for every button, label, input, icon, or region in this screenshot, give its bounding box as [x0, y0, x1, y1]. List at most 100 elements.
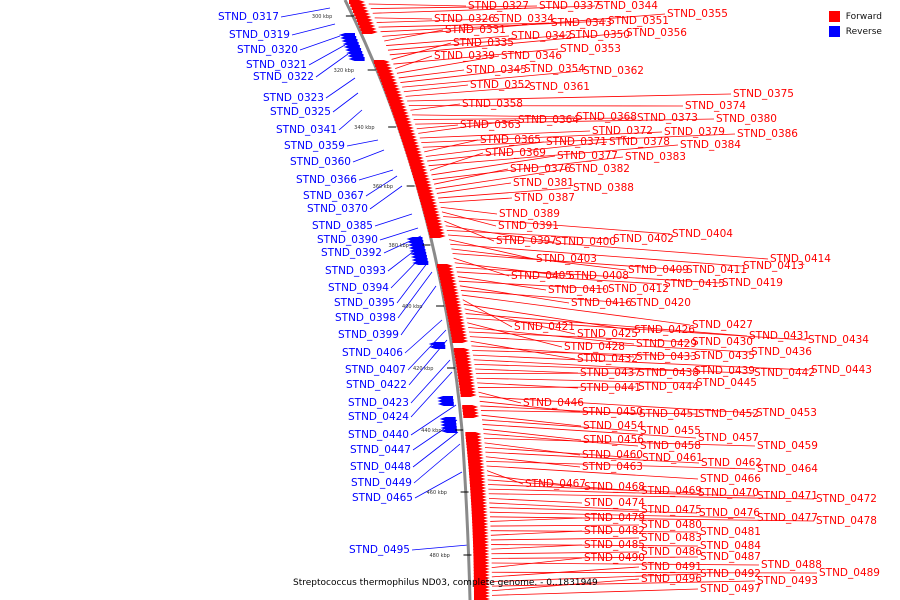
forward-gene-label[interactable]: STND_0488 [761, 559, 822, 571]
forward-gene-label[interactable]: STND_0486 [641, 546, 702, 558]
reverse-gene-label[interactable]: STND_0360 [290, 156, 351, 168]
forward-gene-label[interactable]: STND_0453 [756, 407, 817, 419]
forward-gene-label[interactable]: STND_0350 [569, 29, 630, 41]
forward-gene-label[interactable]: STND_0479 [584, 512, 645, 524]
forward-gene-label[interactable]: STND_0497 [700, 583, 761, 595]
forward-gene-label[interactable]: STND_0430 [692, 336, 753, 348]
reverse-gene-label[interactable]: STND_0366 [296, 174, 357, 186]
forward-gene-label[interactable]: STND_0402 [613, 233, 674, 245]
forward-gene-label[interactable]: STND_0382 [569, 163, 630, 175]
forward-gene-label[interactable]: STND_0478 [816, 515, 877, 527]
forward-gene-label[interactable]: STND_0354 [524, 63, 585, 75]
forward-gene-label[interactable]: STND_0400 [555, 236, 616, 248]
legend-forward[interactable]: Forward [828, 9, 882, 24]
reverse-gene-label[interactable]: STND_0399 [338, 329, 399, 341]
forward-gene-label[interactable]: STND_0441 [580, 382, 641, 394]
forward-gene-label[interactable]: STND_0405 [511, 270, 572, 282]
forward-gene-label[interactable]: STND_0429 [636, 338, 697, 350]
forward-gene-label[interactable]: STND_0490 [584, 552, 645, 564]
forward-gene-label[interactable]: STND_0438 [638, 367, 699, 379]
forward-gene-label[interactable]: STND_0462 [701, 457, 762, 469]
forward-gene-label[interactable]: STND_0489 [819, 567, 880, 579]
forward-gene-label[interactable]: STND_0352 [470, 79, 531, 91]
forward-gene-label[interactable]: STND_0443 [811, 364, 872, 376]
forward-gene-label[interactable]: STND_0356 [626, 27, 687, 39]
forward-gene-label[interactable]: STND_0369 [485, 147, 546, 159]
legend-reverse[interactable]: Reverse [828, 24, 882, 39]
forward-gene-label[interactable]: STND_0427 [692, 319, 753, 331]
reverse-gene-label[interactable]: STND_0321 [246, 59, 307, 71]
forward-gene-label[interactable]: STND_0455 [640, 425, 701, 437]
reverse-gene-label[interactable]: STND_0395 [334, 297, 395, 309]
forward-gene-label[interactable]: STND_0404 [672, 228, 733, 240]
forward-gene-label[interactable]: STND_0355 [667, 8, 728, 20]
forward-gene-label[interactable]: STND_0436 [751, 346, 812, 358]
reverse-gene-label[interactable]: STND_0370 [307, 203, 368, 215]
forward-gene-label[interactable]: STND_0364 [518, 114, 579, 126]
reverse-gene-label[interactable]: STND_0406 [342, 347, 403, 359]
forward-gene-label[interactable]: STND_0487 [700, 551, 761, 563]
forward-gene-label[interactable]: STND_0353 [560, 43, 621, 55]
forward-gene-label[interactable]: STND_0403 [536, 253, 597, 265]
forward-gene-label[interactable]: STND_0496 [641, 573, 702, 585]
forward-gene-label[interactable]: STND_0377 [557, 150, 618, 162]
forward-gene-label[interactable]: STND_0431 [749, 330, 810, 342]
reverse-gene-label[interactable]: STND_0392 [321, 247, 382, 259]
forward-gene-label[interactable]: STND_0491 [641, 561, 702, 573]
forward-gene-label[interactable]: STND_0469 [641, 485, 702, 497]
forward-gene-label[interactable]: STND_0485 [584, 539, 645, 551]
forward-gene-label[interactable]: STND_0375 [733, 88, 794, 100]
forward-gene-label[interactable]: STND_0463 [582, 461, 643, 473]
reverse-gene-label[interactable]: STND_0424 [348, 411, 409, 423]
forward-gene-label[interactable]: STND_0476 [699, 507, 760, 519]
forward-gene-label[interactable]: STND_0416 [571, 297, 632, 309]
forward-gene-label[interactable]: STND_0456 [583, 434, 644, 446]
forward-gene-label[interactable]: STND_0461 [642, 452, 703, 464]
forward-gene-label[interactable]: STND_0467 [525, 478, 586, 490]
forward-gene-label[interactable]: STND_0365 [480, 134, 541, 146]
forward-gene-label[interactable]: STND_0434 [808, 334, 869, 346]
forward-gene-label[interactable]: STND_0492 [700, 568, 761, 580]
forward-gene-label[interactable]: STND_0387 [514, 192, 575, 204]
forward-gene-label[interactable]: STND_0472 [816, 493, 877, 505]
forward-gene-label[interactable]: STND_0480 [641, 519, 702, 531]
forward-gene-label[interactable]: STND_0362 [583, 65, 644, 77]
forward-gene-label[interactable]: STND_0446 [523, 397, 584, 409]
forward-gene-label[interactable]: STND_0432 [577, 353, 638, 365]
reverse-gene-label[interactable]: STND_0325 [270, 106, 331, 118]
forward-gene-label[interactable]: STND_0389 [499, 208, 560, 220]
reverse-gene-label[interactable]: STND_0319 [229, 29, 290, 41]
forward-gene-label[interactable]: STND_0327 [468, 0, 529, 12]
forward-gene-label[interactable]: STND_0493 [757, 575, 818, 587]
reverse-gene-label[interactable]: STND_0448 [350, 461, 411, 473]
forward-gene-label[interactable]: STND_0381 [513, 177, 574, 189]
reverse-gene-label[interactable]: STND_0385 [312, 220, 373, 232]
forward-gene-label[interactable]: STND_0484 [700, 540, 761, 552]
reverse-gene-label[interactable]: STND_0320 [237, 44, 298, 56]
forward-gene-label[interactable]: STND_0452 [698, 408, 759, 420]
forward-gene-label[interactable]: STND_0345 [466, 64, 527, 76]
forward-gene-label[interactable]: STND_0466 [700, 473, 761, 485]
forward-gene-label[interactable]: STND_0481 [700, 526, 761, 538]
forward-gene-label[interactable]: STND_0368 [576, 111, 637, 123]
forward-gene-label[interactable]: STND_0342 [511, 30, 572, 42]
forward-gene-label[interactable]: STND_0351 [608, 15, 669, 27]
forward-gene-label[interactable]: STND_0414 [770, 253, 831, 265]
reverse-gene-label[interactable]: STND_0407 [345, 364, 406, 376]
forward-gene-label[interactable]: STND_0464 [757, 463, 818, 475]
reverse-gene-label[interactable]: STND_0398 [335, 312, 396, 324]
forward-gene-label[interactable]: STND_0361 [529, 81, 590, 93]
forward-gene-label[interactable]: STND_0437 [580, 367, 641, 379]
forward-gene-label[interactable]: STND_0421 [514, 321, 575, 333]
reverse-gene-label[interactable]: STND_0440 [348, 429, 409, 441]
forward-gene-label[interactable]: STND_0451 [639, 408, 700, 420]
reverse-gene-label[interactable]: STND_0393 [325, 265, 386, 277]
forward-gene-label[interactable]: STND_0379 [664, 126, 725, 138]
reverse-gene-label[interactable]: STND_0495 [349, 544, 410, 556]
forward-gene-label[interactable]: STND_0457 [698, 432, 759, 444]
forward-gene-label[interactable]: STND_0358 [462, 98, 523, 110]
forward-gene-label[interactable]: STND_0475 [641, 504, 702, 516]
forward-gene-label[interactable]: STND_0331 [445, 24, 506, 36]
forward-gene-label[interactable]: STND_0408 [568, 270, 629, 282]
forward-gene-label[interactable]: STND_0380 [716, 113, 777, 125]
